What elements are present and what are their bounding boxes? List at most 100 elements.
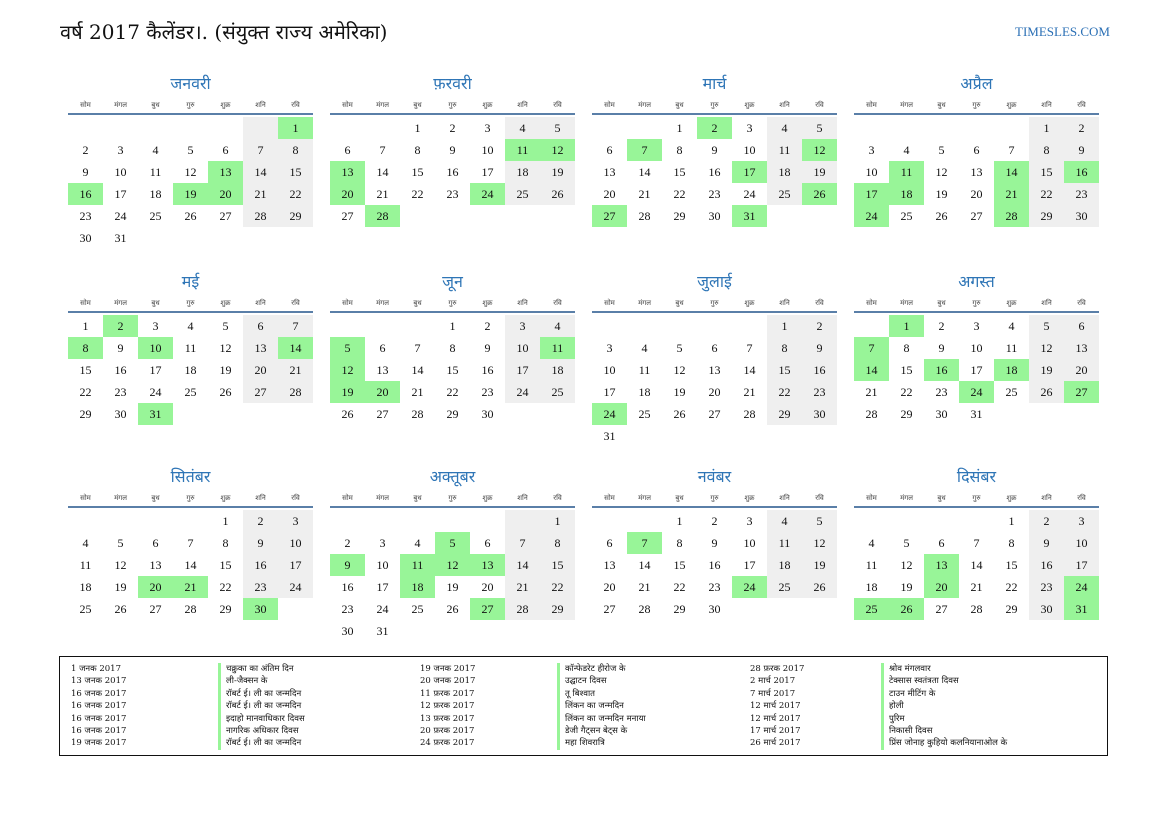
day-cell[interactable]: 1 [676,514,683,528]
day-cell[interactable]: 12 [900,558,913,572]
day-cell[interactable]: 24 [1064,576,1099,598]
day-cell[interactable]: 15 [1029,161,1064,183]
day-cell[interactable]: 10 [865,165,878,179]
day-cell[interactable]: 22 [278,183,313,205]
day-cell[interactable]: 14 [743,363,756,377]
day-cell[interactable]: 28 [365,205,400,227]
day-cell[interactable]: 17 [278,554,313,576]
day-cell[interactable]: 14 [638,558,651,572]
day-cell[interactable]: 1 [676,121,683,135]
day-cell[interactable]: 11 [865,558,878,572]
day-cell[interactable]: 6 [243,315,278,337]
day-cell[interactable]: 6 [711,341,718,355]
day-cell[interactable]: 14 [638,165,651,179]
day-cell[interactable]: 26 [889,598,924,620]
day-cell[interactable]: 7 [379,143,386,157]
day-cell[interactable]: 25 [505,183,540,205]
day-cell[interactable]: 21 [243,183,278,205]
day-cell[interactable]: 27 [708,407,721,421]
day-cell[interactable]: 28 [638,602,651,616]
day-cell[interactable]: 9 [711,536,718,550]
day-cell[interactable]: 4 [903,143,910,157]
day-cell[interactable]: 13 [470,554,505,576]
day-cell[interactable]: 12 [330,359,365,381]
day-cell[interactable]: 29 [219,602,232,616]
day-cell[interactable]: 13 [330,161,365,183]
day-cell[interactable]: 4 [82,536,89,550]
day-cell[interactable]: 9 [243,532,278,554]
day-cell[interactable]: 19 [935,187,948,201]
day-cell[interactable]: 16 [243,554,278,576]
day-cell[interactable]: 27 [470,598,505,620]
day-cell[interactable]: 4 [767,117,802,139]
day-cell[interactable]: 26 [802,576,837,598]
day-cell[interactable]: 30 [114,407,127,421]
day-cell[interactable]: 3 [606,341,613,355]
day-cell[interactable]: 10 [1064,532,1099,554]
day-cell[interactable]: 7 [505,532,540,554]
day-cell[interactable]: 14 [278,337,313,359]
day-cell[interactable]: 1 [222,514,229,528]
day-cell[interactable]: 9 [449,143,456,157]
day-cell[interactable]: 6 [344,143,351,157]
day-cell[interactable]: 26 [219,385,232,399]
day-cell[interactable]: 4 [152,143,159,157]
day-cell[interactable]: 28 [184,602,197,616]
day-cell[interactable]: 21 [994,183,1029,205]
day-cell[interactable]: 15 [411,165,424,179]
day-cell[interactable]: 2 [938,319,945,333]
day-cell[interactable]: 8 [1008,536,1015,550]
day-cell[interactable]: 27 [149,602,162,616]
day-cell[interactable]: 29 [278,205,313,227]
day-cell[interactable]: 19 [446,580,459,594]
day-cell[interactable]: 7 [1008,143,1015,157]
day-cell[interactable]: 29 [446,407,459,421]
day-cell[interactable]: 17 [743,558,756,572]
day-cell[interactable]: 12 [184,165,197,179]
day-cell[interactable]: 25 [540,381,575,403]
day-cell[interactable]: 16 [708,558,721,572]
day-cell[interactable]: 26 [935,209,948,223]
day-cell[interactable]: 11 [79,558,92,572]
day-cell[interactable]: 19 [1029,359,1064,381]
day-cell[interactable]: 28 [278,381,313,403]
day-cell[interactable]: 24 [470,183,505,205]
day-cell[interactable]: 9 [484,341,491,355]
day-cell[interactable]: 2 [449,121,456,135]
day-cell[interactable]: 16 [924,359,959,381]
day-cell[interactable]: 27 [341,209,354,223]
day-cell[interactable]: 14 [376,165,389,179]
day-cell[interactable]: 1 [889,315,924,337]
day-cell[interactable]: 30 [79,231,92,245]
day-cell[interactable]: 10 [970,341,983,355]
day-cell[interactable]: 3 [746,121,753,135]
day-cell[interactable]: 15 [540,554,575,576]
day-cell[interactable]: 2 [1064,117,1099,139]
day-cell[interactable]: 23 [446,187,459,201]
day-cell[interactable]: 23 [114,385,127,399]
day-cell[interactable]: 5 [540,117,575,139]
day-cell[interactable]: 20 [924,576,959,598]
day-cell[interactable]: 4 [767,510,802,532]
day-cell[interactable]: 20 [603,580,616,594]
day-cell[interactable]: 15 [1005,558,1018,572]
day-cell[interactable]: 28 [411,407,424,421]
day-cell[interactable]: 10 [603,363,616,377]
day-cell[interactable]: 9 [938,341,945,355]
day-cell[interactable]: 2 [697,117,732,139]
day-cell[interactable]: 10 [743,143,756,157]
day-cell[interactable]: 24 [376,602,389,616]
day-cell[interactable]: 13 [243,337,278,359]
day-cell[interactable]: 24 [854,205,889,227]
day-cell[interactable]: 9 [802,337,837,359]
day-cell[interactable]: 29 [1029,205,1064,227]
day-cell[interactable]: 3 [868,143,875,157]
day-cell[interactable]: 27 [935,602,948,616]
day-cell[interactable]: 16 [481,363,494,377]
day-cell[interactable]: 14 [854,359,889,381]
day-cell[interactable]: 7 [627,532,662,554]
day-cell[interactable]: 5 [1029,315,1064,337]
day-cell[interactable]: 30 [481,407,494,421]
day-cell[interactable]: 18 [184,363,197,377]
day-cell[interactable]: 23 [243,576,278,598]
